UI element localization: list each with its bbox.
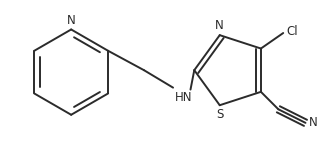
Text: N: N	[308, 116, 317, 129]
Text: N: N	[67, 14, 76, 27]
Text: Cl: Cl	[286, 25, 298, 38]
Text: N: N	[214, 19, 223, 32]
Text: HN: HN	[175, 91, 192, 104]
Text: S: S	[216, 108, 224, 121]
